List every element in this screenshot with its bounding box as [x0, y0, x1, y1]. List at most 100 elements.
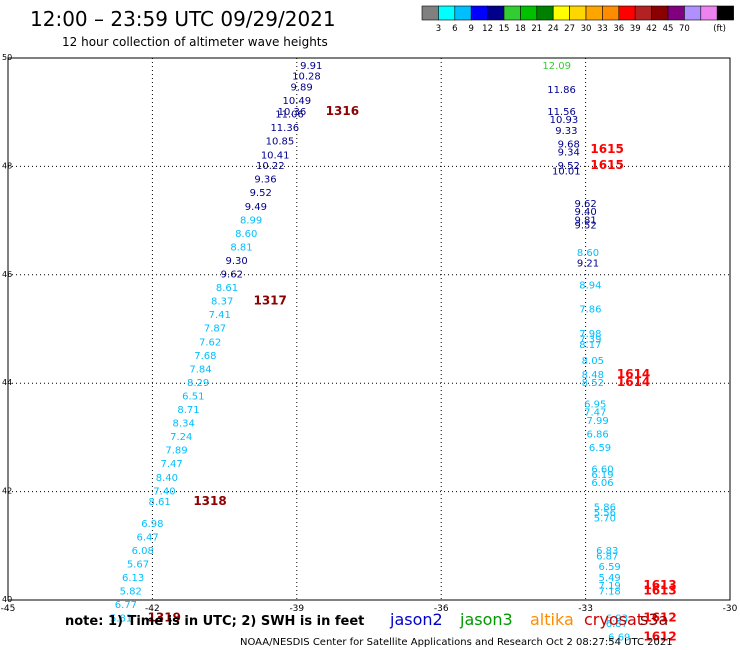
pass-number-label: 1317 [253, 294, 286, 308]
legend-label: 30 [581, 24, 592, 34]
wave-height-value: 7.39 [579, 335, 601, 346]
legend-label: 42 [646, 24, 657, 34]
pass-number-label: 1319 [148, 611, 181, 625]
legend-swatch [585, 5, 603, 21]
legend-label: 18 [515, 24, 526, 34]
wave-height-value: 11.06 [275, 110, 304, 121]
wave-height-value: 5.86 [594, 503, 616, 514]
wave-height-value: 7.24 [170, 432, 192, 443]
satellite-name: altika [530, 610, 574, 629]
x-tick-label: -45 [1, 604, 16, 614]
wave-height-value: 7.19 [599, 581, 621, 592]
x-tick-label: -33 [578, 604, 593, 614]
wave-height-value: 8.60 [235, 229, 257, 240]
legend-swatch [503, 5, 521, 21]
legend-swatch [602, 5, 620, 21]
page-subtitle: 12 hour collection of altimeter wave hei… [62, 35, 328, 49]
legend-label: 15 [499, 24, 510, 34]
wave-height-value: 7.87 [204, 324, 226, 335]
wave-height-value: 8.40 [156, 473, 178, 484]
wave-height-value: 7.41 [209, 310, 231, 321]
y-tick-label: 42 [2, 487, 12, 496]
wave-height-value: 7.99 [587, 416, 609, 427]
wave-height-value: 6.93 [606, 614, 628, 625]
wave-height-value: 7.40 [153, 486, 175, 497]
wave-height-value: 11.86 [547, 85, 576, 96]
wave-height-value: 10.28 [292, 72, 321, 83]
legend-label: 45 [663, 24, 674, 34]
wave-height-value: 9.30 [226, 256, 248, 267]
pass-number-label: 1614 [617, 375, 650, 389]
wave-height-value: 6.86 [587, 429, 609, 440]
y-tick-label: 40 [2, 595, 12, 604]
wave-height-value: 8.52 [582, 378, 604, 389]
legend-swatch [470, 5, 488, 21]
legend-label: 6 [452, 24, 457, 34]
wave-height-value: 9.36 [254, 175, 276, 186]
x-tick-label: -36 [434, 604, 449, 614]
wave-height-value: 10.01 [552, 167, 581, 178]
wave-height-value: 7.84 [189, 364, 211, 375]
wave-height-value: 8.61 [148, 497, 170, 508]
wave-height-value: 7.86 [579, 305, 601, 316]
y-tick-label: 44 [2, 378, 12, 387]
y-tick-label: 46 [2, 270, 12, 279]
wave-height-value: 6.95 [584, 400, 606, 411]
legend-swatch [684, 5, 702, 21]
legend-swatch [520, 5, 538, 21]
wave-height-value: 9.49 [245, 202, 267, 213]
wave-height-value: 9.81 [574, 215, 596, 226]
wave-height-value: 6.87 [606, 619, 628, 630]
wave-height-value: 10.93 [550, 115, 579, 126]
wave-height-value: 7.68 [194, 351, 216, 362]
wave-height-value: 5.81 [110, 614, 132, 625]
wave-height-value: 12.09 [542, 61, 571, 72]
wave-height-value: 6.83 [596, 546, 618, 557]
credit-text: NOAA/NESDIS Center for Satellite Applica… [240, 637, 673, 648]
x-tick-label: -42 [145, 604, 160, 614]
legend-swatch [438, 5, 456, 21]
wave-height-value: 7.62 [199, 337, 221, 348]
wave-height-value: 7.47 [161, 459, 183, 470]
legend-swatch [536, 5, 554, 21]
wave-height-value: 9.52 [574, 221, 596, 232]
wave-height-value: 8.81 [230, 242, 252, 253]
pass-number-label: 1615 [590, 142, 623, 156]
legend-swatch [618, 5, 636, 21]
wave-height-value: 8.71 [177, 405, 199, 416]
wave-height-value: 6.19 [591, 470, 613, 481]
wave-height-value: 9.34 [558, 148, 580, 159]
wave-height-value: 8.94 [579, 280, 601, 291]
wave-height-value: 6.51 [182, 391, 204, 402]
x-tick-label: -30 [723, 604, 738, 614]
legend-swatch [700, 5, 718, 21]
wave-height-value: 9.21 [577, 259, 599, 270]
satellite-name: jason3 [459, 610, 513, 629]
satellite-name: cryosat [584, 610, 643, 629]
wave-height-value: 11.36 [270, 123, 299, 134]
wave-height-value: 9.33 [555, 126, 577, 137]
wave-height-value: 7.18 [599, 587, 621, 598]
legend-label: 24 [548, 24, 559, 34]
wave-height-value: 6.98 [141, 519, 163, 530]
wave-height-value: 8.17 [579, 340, 601, 351]
wave-height-value: 9.52 [250, 188, 272, 199]
wave-height-value: 8.34 [173, 419, 195, 430]
wave-height-value: 10.41 [261, 150, 290, 161]
wave-height-value: 9.68 [558, 139, 580, 150]
page-title: 12:00 – 23:59 UTC 09/29/2021 [30, 7, 336, 31]
wave-height-value: 6.08 [132, 546, 154, 557]
wave-height-value: 10.22 [256, 161, 285, 172]
wave-height-value: 9.40 [574, 207, 596, 218]
wave-height-value: 9.91 [300, 61, 322, 72]
wave-height-value: 6.59 [589, 443, 611, 454]
wave-height-value: 11.56 [547, 107, 576, 118]
pass-number-label: 1612 [643, 611, 676, 625]
legend-swatch [667, 5, 685, 21]
wave-height-value: 10.49 [282, 96, 311, 107]
wave-height-value: 8.37 [211, 297, 233, 308]
wave-height-value: 9.89 [290, 83, 312, 94]
legend-label: 27 [564, 24, 575, 34]
